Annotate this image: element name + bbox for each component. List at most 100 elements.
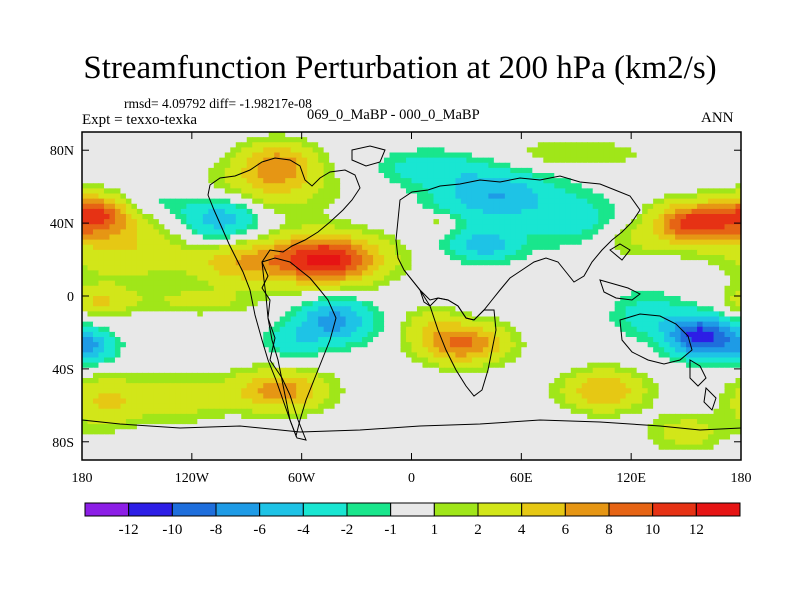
field-cell — [427, 301, 435, 307]
field-cell — [98, 198, 105, 205]
field-cell — [488, 306, 495, 312]
field-cell — [482, 296, 489, 302]
field-cell — [285, 306, 292, 312]
field-cell — [103, 203, 111, 210]
field-cell — [186, 260, 193, 266]
field-cell — [411, 270, 418, 277]
field-cell — [213, 321, 220, 328]
field-cell — [340, 234, 347, 241]
field-cell — [438, 342, 446, 348]
field-cell — [708, 208, 715, 215]
field-cell — [186, 198, 193, 205]
field-cell — [92, 342, 100, 348]
field-cell — [351, 326, 358, 333]
field-cell — [92, 203, 100, 210]
field-cell — [460, 265, 468, 271]
field-cell — [702, 193, 709, 200]
field-cell — [521, 142, 528, 148]
field-cell — [444, 265, 451, 271]
field-cell — [565, 214, 572, 220]
field-cell — [504, 275, 511, 282]
field-cell — [290, 167, 297, 174]
field-cell — [658, 229, 665, 236]
field-cell — [449, 275, 457, 282]
field-cell — [631, 188, 638, 195]
field-cell — [559, 219, 566, 225]
field-cell — [570, 173, 577, 179]
field-cell — [142, 198, 149, 205]
field-cell — [504, 219, 511, 225]
field-cell — [735, 290, 741, 297]
field-cell — [136, 188, 144, 195]
field-cell — [169, 311, 176, 318]
field-cell — [735, 162, 741, 169]
field-cell — [279, 229, 286, 236]
field-cell — [576, 219, 583, 225]
field-cell — [554, 337, 561, 343]
field-cell — [120, 260, 127, 266]
field-cell — [307, 152, 314, 159]
field-cell — [158, 152, 165, 159]
field-cell — [114, 342, 122, 348]
field-cell — [82, 157, 89, 164]
field-cell — [268, 203, 275, 210]
field-cell — [510, 152, 517, 159]
field-cell — [455, 188, 462, 195]
field-cell — [257, 132, 264, 138]
field-cell — [559, 275, 566, 282]
field-cell — [202, 321, 209, 328]
field-cell — [307, 285, 314, 292]
field-cell — [373, 311, 380, 318]
field-cell — [400, 188, 407, 195]
field-cell — [532, 162, 539, 169]
field-cell — [142, 183, 149, 189]
field-cell — [356, 137, 363, 143]
field-cell — [614, 203, 621, 210]
field-cell — [510, 198, 517, 205]
field-cell — [735, 255, 741, 261]
field-cell — [592, 188, 599, 195]
field-cell — [82, 337, 89, 343]
field-cell — [323, 188, 330, 195]
field-cell — [224, 208, 231, 215]
field-cell — [493, 239, 500, 246]
field-cell — [488, 137, 495, 143]
field-cell — [224, 183, 231, 189]
field-cell — [312, 188, 319, 195]
field-cell — [477, 224, 484, 230]
field-cell — [356, 234, 363, 241]
field-cell — [653, 188, 660, 195]
field-cell — [548, 234, 555, 241]
field-cell — [241, 311, 248, 318]
field-cell — [384, 219, 391, 225]
field-cell — [636, 137, 643, 143]
field-cell — [164, 152, 171, 159]
field-cell — [647, 280, 654, 287]
field-cell — [620, 224, 627, 230]
field-cell — [230, 162, 237, 169]
field-cell — [647, 234, 654, 241]
field-cell — [224, 311, 231, 318]
field-cell — [323, 265, 330, 271]
field-cell — [691, 214, 698, 220]
field-cell — [395, 331, 402, 338]
field-cell — [526, 229, 533, 236]
field-cell — [537, 275, 544, 282]
field-cell — [631, 234, 638, 241]
field-cell — [438, 316, 446, 323]
field-cell — [373, 132, 380, 138]
field-cell — [510, 224, 517, 230]
field-cell — [219, 224, 226, 230]
field-cell — [488, 162, 495, 169]
field-cell — [175, 198, 182, 205]
field-cell — [510, 316, 517, 323]
field-cell — [318, 157, 325, 164]
field-cell — [169, 270, 176, 277]
field-cell — [213, 239, 220, 246]
chart-title: Streamfunction Perturbation at 200 hPa (… — [83, 50, 717, 86]
field-cell — [367, 219, 374, 225]
field-cell — [378, 265, 385, 271]
field-cell — [620, 331, 627, 338]
field-cell — [653, 316, 660, 323]
field-cell — [708, 260, 715, 266]
